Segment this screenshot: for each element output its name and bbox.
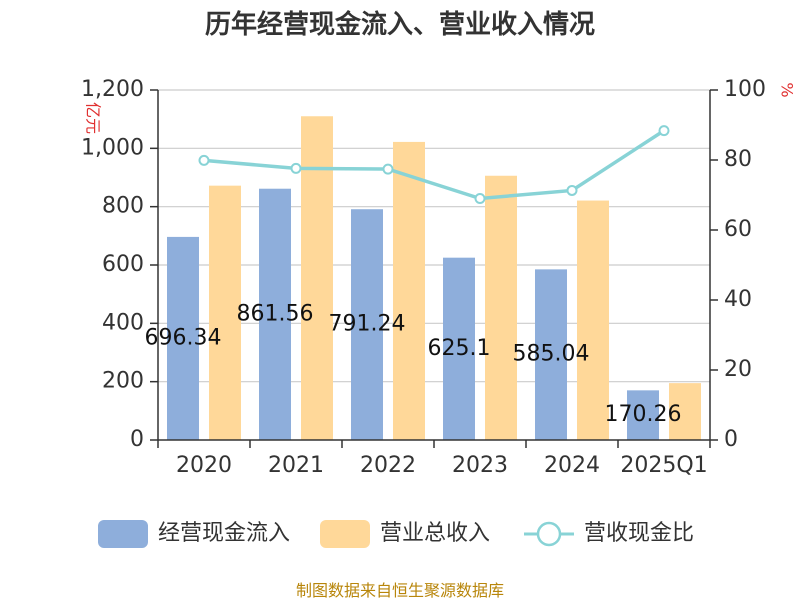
legend-label: 经营现金流入 [158, 521, 290, 546]
right-tick-label: 80 [724, 147, 752, 172]
bars [167, 116, 701, 440]
ratio-line [198, 125, 670, 204]
legend-swatch [98, 520, 148, 548]
x-tick-label: 2025Q1 [620, 453, 707, 478]
data-label: 625.1 [428, 336, 491, 361]
legend-label: 营业总收入 [380, 521, 490, 546]
left-tick-label: 600 [102, 252, 144, 277]
ratio-point [566, 184, 578, 196]
source-note: 制图数据来自恒生聚源数据库 [296, 581, 504, 600]
legend: 经营现金流入 营业总收入 营收现金比 [98, 520, 694, 548]
legend-label: 营收现金比 [584, 521, 694, 546]
right-axis-unit: % [778, 82, 797, 97]
data-label: 861.56 [237, 301, 314, 326]
bar-0-2025Q1 [627, 390, 659, 440]
bar-1-2025Q1 [669, 383, 701, 440]
bar-1-2023 [485, 175, 517, 440]
ratio-point [290, 162, 302, 174]
bar-1-2020 [209, 185, 241, 440]
data-label: 696.34 [145, 325, 222, 350]
bar-0-2024 [535, 269, 567, 440]
data-label: 791.24 [329, 312, 406, 337]
right-tick-label: 60 [724, 217, 752, 242]
ratio-point [474, 193, 486, 204]
bar-0-2020 [167, 236, 199, 440]
left-axis-unit: 亿元 [84, 102, 103, 134]
legend-swatch [320, 520, 370, 548]
left-tick-label: 1,000 [81, 135, 144, 160]
left-tick-label: 400 [102, 310, 144, 335]
bar-1-2022 [393, 141, 425, 440]
x-tick-label: 2021 [268, 453, 324, 478]
x-tick-label: 2022 [360, 453, 416, 478]
x-tick-label: 2023 [452, 453, 508, 478]
right-tick-label: 20 [724, 357, 752, 382]
ratio-point [382, 163, 394, 175]
bar-1-2021 [301, 116, 333, 440]
right-tick-label: 40 [724, 287, 752, 312]
bar-0-2022 [351, 209, 383, 440]
grid [158, 89, 710, 383]
bar-0-2023 [443, 257, 475, 440]
right-tick-label: 100 [724, 77, 766, 102]
left-tick-label: 800 [102, 194, 144, 219]
left-tick-label: 200 [102, 369, 144, 394]
bar-0-2021 [259, 188, 291, 440]
x-tick-label: 2020 [176, 453, 232, 478]
data-label: 170.26 [605, 402, 682, 427]
ratio-point [198, 154, 210, 166]
legend-marker [536, 521, 562, 547]
right-tick-label: 0 [724, 427, 738, 452]
left-tick-label: 0 [130, 427, 144, 452]
x-tick-label: 2024 [544, 453, 600, 478]
bar-1-2024 [577, 200, 609, 440]
chart-title: 历年经营现金流入、营业收入情况 [205, 9, 595, 40]
data-label: 585.04 [513, 342, 590, 367]
ratio-line-path [203, 129, 665, 201]
left-tick-label: 1,200 [81, 77, 144, 102]
axes: 0 200 400 600 800 1,000 1,200 0 20 40 60 80 100 2020 2… [81, 77, 766, 478]
ratio-point [658, 125, 670, 137]
